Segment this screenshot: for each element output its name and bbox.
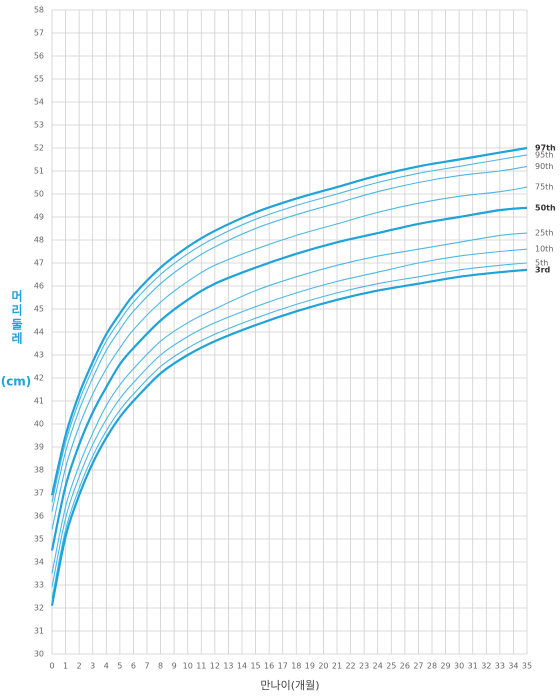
- x-tick-label: 0: [49, 662, 54, 671]
- y-tick-label: 34: [34, 558, 44, 567]
- y-tick-label: 44: [34, 328, 44, 337]
- x-tick-label: 34: [508, 662, 518, 671]
- x-tick-label: 13: [223, 662, 233, 671]
- y-tick-label: 57: [34, 29, 44, 38]
- y-tick-label: 54: [34, 98, 44, 107]
- y-tick-label: 39: [34, 443, 44, 452]
- y-tick-label: 38: [34, 466, 44, 475]
- y-tick-label: 37: [34, 489, 44, 498]
- x-tick-label: 35: [522, 662, 532, 671]
- series-label: 97th: [535, 144, 556, 153]
- x-tick-label: 12: [210, 662, 220, 671]
- x-tick-label: 24: [373, 662, 383, 671]
- y-tick-label: 51: [34, 167, 44, 176]
- series-label: 10th: [535, 245, 553, 254]
- line: [51, 165, 528, 512]
- x-tick-label: 31: [468, 662, 478, 671]
- x-tick-label: 33: [495, 662, 505, 671]
- line: [51, 232, 528, 574]
- x-tick-label: 8: [158, 662, 163, 671]
- x-tick-label: 28: [427, 662, 437, 671]
- x-tick-label: 18: [291, 662, 301, 671]
- y-tick-label: 43: [34, 351, 44, 360]
- y-tick-label: 30: [34, 650, 44, 659]
- y-tick-label: 47: [34, 259, 44, 268]
- y-tick-label: 31: [34, 627, 44, 636]
- x-tick-label: 9: [172, 662, 177, 671]
- y-tick-label: 49: [34, 213, 44, 222]
- y-tick-label: 52: [34, 144, 44, 153]
- y-tick-label: 48: [34, 236, 44, 245]
- series-label: 90th: [535, 162, 553, 171]
- x-tick-label: 3: [90, 662, 95, 671]
- x-tick-label: 25: [386, 662, 396, 671]
- y-tick-label: 33: [34, 581, 44, 590]
- series-label: 25th: [535, 229, 553, 238]
- y-tick-label: 58: [34, 6, 44, 15]
- y-tick-label: 46: [34, 282, 44, 291]
- y-tick-label: 53: [34, 121, 44, 130]
- series-label: 95th: [535, 150, 553, 159]
- x-tick-label: 11: [196, 662, 206, 671]
- y-tick-label: 40: [34, 420, 44, 429]
- x-tick-label: 2: [77, 662, 82, 671]
- line: [51, 262, 528, 599]
- y-tick-label: 32: [34, 604, 44, 613]
- x-tick-label: 23: [359, 662, 369, 671]
- series-label: 50th: [535, 203, 556, 212]
- x-tick-label: 16: [264, 662, 274, 671]
- series-label: 3rd: [535, 265, 551, 274]
- x-tick-label: 26: [400, 662, 410, 671]
- x-tick-label: 6: [131, 662, 136, 671]
- y-axis-unit: (cm): [1, 375, 32, 389]
- x-tick-label: 17: [278, 662, 288, 671]
- line: [51, 186, 528, 530]
- y-tick-label: 36: [34, 512, 44, 521]
- line: [50, 146, 528, 496]
- x-tick-label: 7: [144, 662, 149, 671]
- line: [51, 248, 528, 588]
- x-tick-label: 20: [318, 662, 328, 671]
- y-tick-label: 35: [34, 535, 44, 544]
- x-tick-label: 5: [117, 662, 122, 671]
- x-tick-label: 4: [104, 662, 109, 671]
- series-label: 75th: [535, 183, 553, 192]
- y-tick-label: 50: [34, 190, 44, 199]
- x-tick-label: 27: [413, 662, 423, 671]
- x-tick-label: 19: [305, 662, 315, 671]
- line: [50, 268, 528, 606]
- x-tick-label: 32: [481, 662, 491, 671]
- y-tick-label: 55: [34, 75, 44, 84]
- x-tick-label: 15: [250, 662, 260, 671]
- y-tick-label: 41: [34, 397, 44, 406]
- y-tick-label: 45: [34, 305, 44, 314]
- x-axis-label: 만나이(개월): [260, 679, 319, 692]
- line: [50, 206, 528, 551]
- x-tick-label: 29: [440, 662, 450, 671]
- line: [51, 154, 528, 503]
- y-axis-label: 머리둘레: [10, 289, 24, 346]
- x-tick-label: 14: [237, 662, 247, 671]
- x-tick-label: 22: [345, 662, 355, 671]
- x-tick-label: 30: [454, 662, 464, 671]
- y-tick-label: 56: [34, 52, 44, 61]
- y-tick-label: 42: [34, 374, 44, 383]
- series-label: 5th: [535, 259, 548, 268]
- x-tick-label: 10: [183, 662, 193, 671]
- x-tick-label: 21: [332, 662, 342, 671]
- x-tick-label: 1: [63, 662, 68, 671]
